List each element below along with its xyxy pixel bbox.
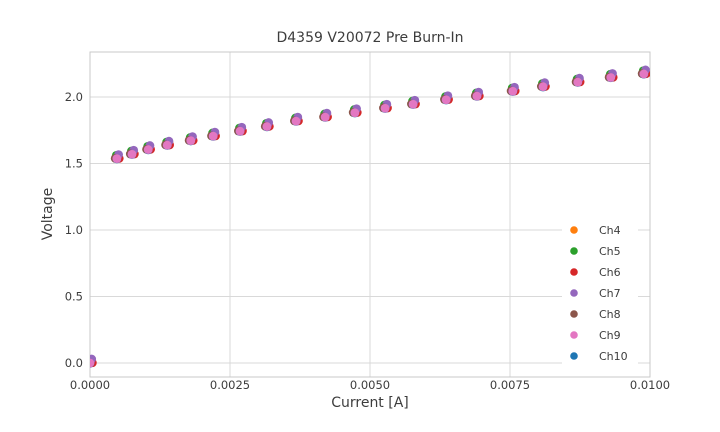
y-tick-label: 1.5 bbox=[65, 157, 83, 171]
legend-label-ch7: Ch7 bbox=[599, 287, 621, 300]
data-point-ch9 bbox=[143, 145, 153, 154]
legend-label-ch4: Ch4 bbox=[599, 224, 621, 237]
data-point-ch9 bbox=[262, 122, 272, 131]
x-tick-label: 0.0075 bbox=[490, 378, 530, 392]
data-point-ch9 bbox=[127, 149, 137, 159]
data-point-ch9 bbox=[639, 69, 649, 79]
legend-swatch-ch8 bbox=[570, 310, 578, 318]
data-point-ch9 bbox=[208, 131, 218, 141]
legend-swatch-ch5 bbox=[570, 247, 578, 255]
legend-background bbox=[562, 218, 638, 367]
legend-label-ch10: Ch10 bbox=[599, 350, 628, 363]
y-tick-label: 2.0 bbox=[65, 90, 83, 104]
data-point-ch9 bbox=[162, 140, 172, 150]
legend-swatch-ch6 bbox=[570, 268, 578, 276]
data-point-ch9 bbox=[573, 77, 583, 87]
chart-title: D4359 V20072 Pre Burn-In bbox=[276, 30, 463, 46]
data-points-layer bbox=[90, 65, 650, 368]
data-point-ch9 bbox=[538, 82, 548, 92]
data-point-ch9 bbox=[90, 358, 95, 368]
tick-labels-layer: 0.0000 0.0025 0.0050 0.0075 0.0100 0.0 0.5 1.0 1… bbox=[65, 90, 670, 392]
legend-swatch-ch10 bbox=[570, 352, 578, 360]
x-axis-label: Current [A] bbox=[331, 395, 409, 411]
legend-label-ch6: Ch6 bbox=[599, 266, 621, 279]
data-point-ch9 bbox=[508, 86, 518, 96]
legend-swatch-ch9 bbox=[570, 331, 578, 339]
x-tick-label: 0.0000 bbox=[70, 378, 110, 392]
x-tick-label: 0.0100 bbox=[630, 378, 670, 392]
data-point-ch9 bbox=[408, 99, 418, 109]
x-tick-label: 0.0050 bbox=[350, 378, 390, 392]
legend-swatch-ch4 bbox=[570, 226, 578, 234]
data-point-ch9 bbox=[112, 154, 122, 164]
data-point-ch9 bbox=[291, 116, 301, 126]
data-point-ch9 bbox=[472, 91, 482, 101]
y-tick-label: 0.5 bbox=[65, 290, 83, 304]
data-point-ch9 bbox=[235, 126, 245, 136]
legend-swatch-ch7 bbox=[570, 289, 578, 297]
data-point-ch9 bbox=[441, 95, 451, 105]
legend-label-ch9: Ch9 bbox=[599, 329, 621, 342]
data-point-ch9 bbox=[380, 103, 390, 113]
data-point-ch9 bbox=[320, 112, 330, 122]
data-point-ch9 bbox=[350, 108, 360, 118]
legend-label-ch8: Ch8 bbox=[599, 308, 621, 321]
y-tick-label: 1.0 bbox=[65, 223, 83, 237]
data-point-ch9 bbox=[606, 73, 616, 82]
legend: Ch4 Ch5 Ch6 Ch7 Ch8 Ch9 Ch10 bbox=[562, 218, 638, 367]
y-tick-label: 0.0 bbox=[65, 356, 83, 370]
data-point-ch9 bbox=[186, 136, 196, 146]
x-tick-label: 0.0025 bbox=[210, 378, 250, 392]
legend-label-ch5: Ch5 bbox=[599, 245, 621, 258]
y-axis-label: Voltage bbox=[40, 188, 56, 241]
plot-border bbox=[89, 51, 651, 378]
